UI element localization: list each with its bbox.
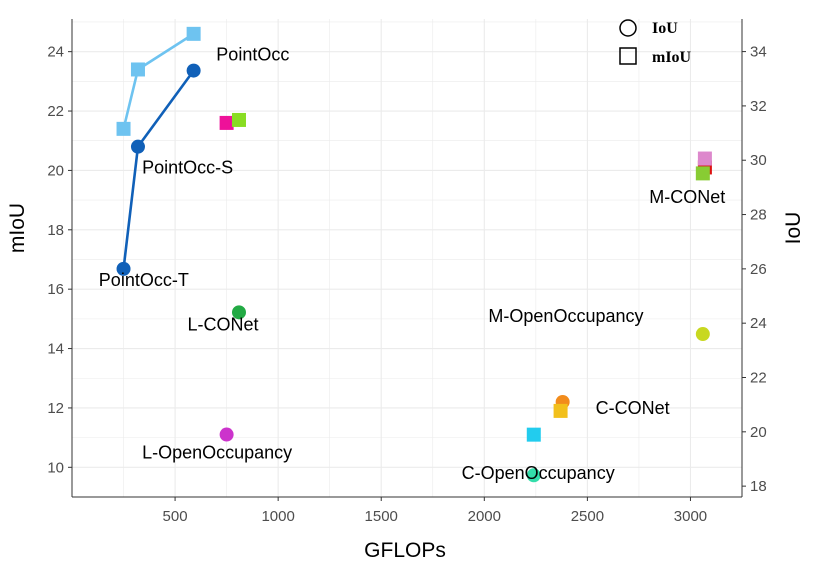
pointocc-s-iou-marker bbox=[130, 139, 145, 154]
m-openoccupancy-iou-marker bbox=[695, 327, 710, 342]
l-openoccupancy-miou-marker bbox=[219, 115, 234, 130]
y-right-tick-label: 18 bbox=[750, 478, 767, 495]
x-axis-title: GFLOPs bbox=[364, 539, 446, 562]
tick-labels: 500 1000 1500 2000 2500 3000 10 12 14 16 18 20 22 24 1… bbox=[47, 44, 766, 525]
y-left-tick-label: 18 bbox=[47, 222, 64, 239]
label-m-conet: M-CONet bbox=[649, 187, 725, 207]
x-tick-label: 1500 bbox=[365, 508, 398, 525]
y-axis-left-title: mIoU bbox=[6, 203, 29, 253]
c-conet-miou-marker bbox=[553, 403, 568, 418]
data-markers bbox=[116, 26, 712, 483]
y-left-tick-label: 14 bbox=[47, 341, 64, 358]
y-left-tick-label: 12 bbox=[47, 400, 64, 417]
x-tick-label: 500 bbox=[163, 508, 188, 525]
y-left-tick-label: 16 bbox=[47, 281, 64, 298]
y-right-tick-label: 26 bbox=[750, 261, 767, 278]
label-c-openoccupancy: C-OpenOccupancy bbox=[462, 463, 615, 483]
legend-circle-icon bbox=[619, 19, 637, 37]
x-tick-label: 2000 bbox=[468, 508, 501, 525]
legend-square-icon bbox=[619, 47, 637, 65]
y-left-tick-label: 10 bbox=[47, 459, 64, 476]
legend-miou-label: mIoU bbox=[652, 49, 692, 66]
y-axis-right-title: IoU bbox=[782, 212, 805, 245]
c-openoccupancy-miou-marker bbox=[526, 427, 541, 442]
l-openoccupancy-iou-marker bbox=[219, 427, 234, 442]
y-right-tick-label: 32 bbox=[750, 98, 767, 115]
y-left-tick-label: 20 bbox=[47, 162, 64, 179]
y-right-tick-label: 20 bbox=[750, 424, 767, 441]
m-conet-miou-marker bbox=[695, 166, 710, 181]
label-pointocc-t: PointOcc-T bbox=[99, 270, 189, 290]
x-tick-label: 3000 bbox=[674, 508, 707, 525]
label-c-conet: C-CONet bbox=[596, 398, 670, 418]
label-l-conet: L-CONet bbox=[187, 315, 258, 335]
pointocc-t-iou-marker bbox=[116, 261, 131, 276]
y-right-tick-label: 24 bbox=[750, 315, 767, 332]
l-conet-miou-marker bbox=[231, 112, 246, 127]
x-tick-label: 1000 bbox=[261, 508, 294, 525]
c-openoccupancy-iou-marker bbox=[526, 468, 541, 483]
l-conet-iou-marker bbox=[231, 305, 246, 320]
legend: IoU mIoU bbox=[619, 19, 692, 66]
label-pointocc-s: PointOcc-S bbox=[142, 157, 233, 177]
y-right-tick-label: 30 bbox=[750, 152, 767, 169]
y-right-tick-label: 22 bbox=[750, 370, 767, 387]
y-left-tick-label: 22 bbox=[47, 103, 64, 120]
label-m-openoccupancy: M-OpenOccupancy bbox=[488, 306, 643, 326]
pointocc-miou-marker bbox=[130, 62, 145, 77]
axes bbox=[68, 19, 746, 501]
point-annotations: PointOcc PointOcc-S PointOcc-T L-CONet L-Ope… bbox=[99, 45, 725, 484]
pointocc-miou-marker bbox=[186, 26, 201, 41]
label-pointocc: PointOcc bbox=[216, 45, 289, 65]
legend-iou-label: IoU bbox=[652, 20, 678, 37]
y-right-tick-label: 34 bbox=[750, 44, 767, 61]
x-tick-label: 2500 bbox=[571, 508, 604, 525]
label-l-openoccupancy: L-OpenOccupancy bbox=[142, 442, 292, 462]
y-left-tick-label: 24 bbox=[47, 44, 64, 61]
pointocc-iou-marker bbox=[186, 63, 201, 78]
pointocc-miou-marker bbox=[116, 121, 131, 136]
m-openoccupancy-miou-marker bbox=[697, 151, 712, 166]
y-right-tick-label: 28 bbox=[750, 207, 767, 224]
grid bbox=[72, 19, 743, 498]
